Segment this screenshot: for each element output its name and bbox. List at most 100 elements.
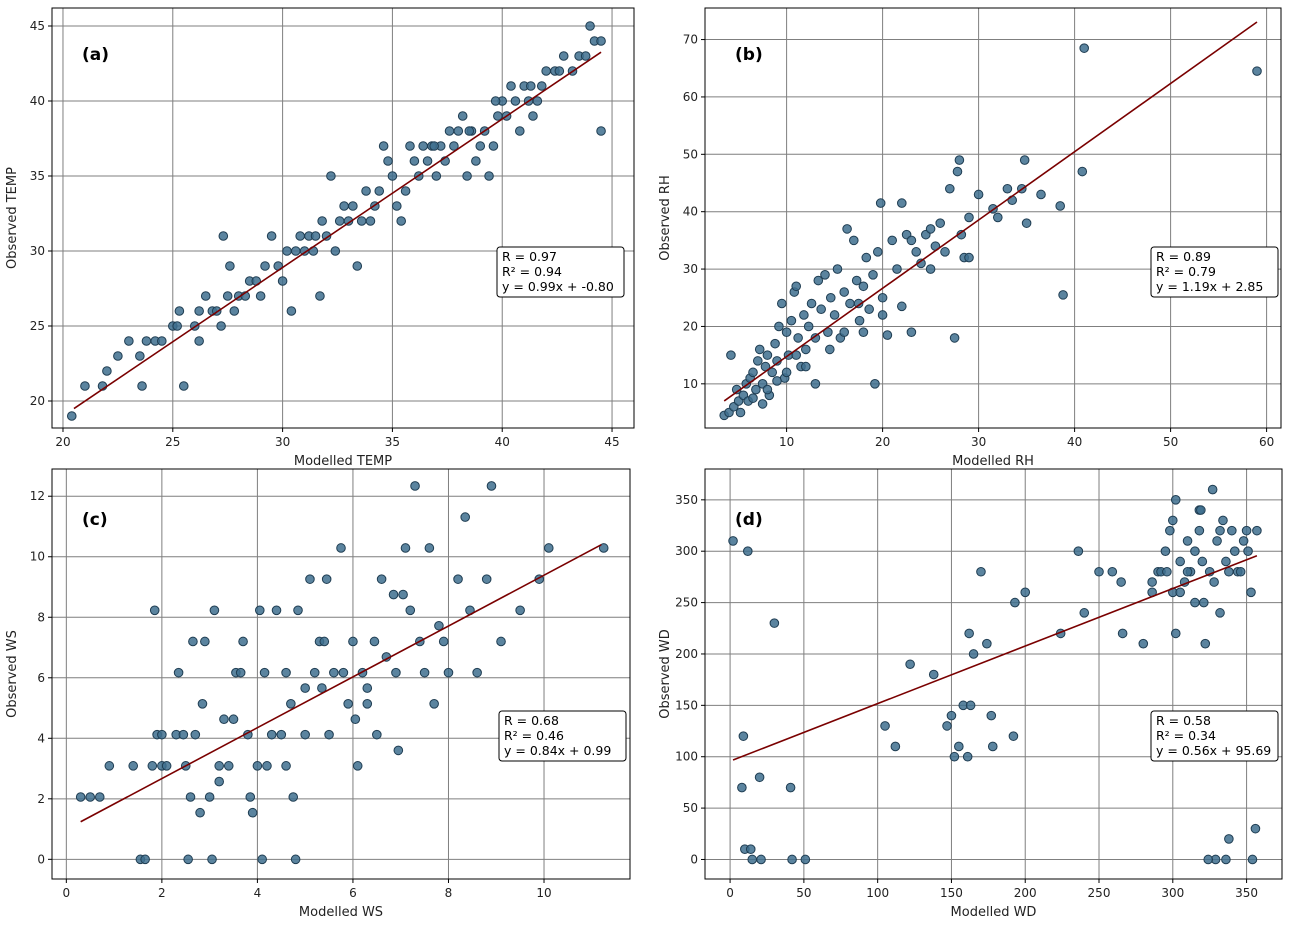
panel-b-point <box>906 235 917 246</box>
panel-b-point <box>801 361 811 372</box>
panel-c-xtick-label: 8 <box>445 886 453 900</box>
panel-b-point <box>870 379 880 389</box>
panel-b-point <box>1079 43 1089 53</box>
panel-b-point <box>803 321 814 332</box>
panel-b-point <box>858 327 869 337</box>
panel-d-point <box>1175 587 1185 598</box>
panel-c-point <box>438 636 449 647</box>
panel-d-point <box>1212 536 1222 546</box>
panel-a-point <box>218 231 229 241</box>
panel-d-point <box>986 710 997 721</box>
panel-a-point <box>541 66 551 76</box>
panel-c-point <box>472 667 482 678</box>
panel-d-point <box>1182 566 1193 577</box>
panel-c-ytick-label: 4 <box>37 731 45 745</box>
panel-d-ytick-label: 300 <box>675 544 698 558</box>
panel-c-point <box>238 636 248 647</box>
panel-d-point <box>756 854 766 865</box>
panel-b-point <box>925 264 936 274</box>
panel-b-point <box>825 292 836 303</box>
panel-c-stat-line: y = 0.84x + 0.99 <box>504 743 611 758</box>
panel-b-point <box>777 298 787 309</box>
panel-d-xtick-label: 150 <box>940 886 963 900</box>
panel-a-point <box>194 336 204 346</box>
panel-d-ytick-label: 100 <box>675 750 698 764</box>
panel-d-point <box>949 751 960 762</box>
panel-c-point <box>161 761 172 771</box>
panel-d-point <box>1196 505 1206 515</box>
panel-c-point <box>185 792 196 802</box>
panel-d-point <box>946 710 957 721</box>
panel-d-point <box>1190 546 1200 557</box>
panel-a-point <box>80 381 90 391</box>
panel-c-point <box>481 574 492 584</box>
panel-b-point <box>973 189 984 200</box>
panel-b-point <box>762 350 773 360</box>
panel-c-point <box>235 667 246 678</box>
panel-a-point <box>596 36 606 46</box>
panel-d-point <box>1117 628 1128 639</box>
panel-d: 0 50 100 150 200 250 300 350 0 50 100 150 200 250 300 3… <box>658 468 1283 920</box>
panel-a-point <box>321 231 332 241</box>
panel-d-point <box>1107 566 1118 577</box>
panel-c-point <box>496 636 506 647</box>
panel-b-axes-frame <box>704 7 1282 429</box>
panel-a-point <box>374 186 385 196</box>
panel-b-ytick-label: 50 <box>683 147 698 161</box>
panel-c-point <box>338 667 349 678</box>
panel-d-point <box>1207 484 1218 495</box>
panel-a-point <box>392 201 402 211</box>
panel-d-point <box>976 566 986 577</box>
panel-b-point <box>839 327 850 337</box>
panel-b-point <box>897 301 907 312</box>
panel-b: 10 20 30 40 50 60 10 20 30 40 50 60 70 Modelled RH Obs… <box>658 7 1282 469</box>
panel-c-point <box>434 620 444 631</box>
panel-a-axes-frame <box>51 7 635 429</box>
panel-b-point <box>954 155 965 165</box>
panel-d-ytick-label: 250 <box>675 596 698 610</box>
panel-b-point <box>781 327 792 337</box>
panel-d-point <box>1200 638 1211 649</box>
panel-d-point <box>1079 608 1090 618</box>
panel-d-point <box>754 772 765 783</box>
panel-b-point <box>945 183 955 194</box>
panel-b-point <box>810 333 821 343</box>
panel-d-point <box>1209 577 1219 587</box>
panel-a-point <box>510 96 521 106</box>
panel-d-point <box>1221 556 1231 567</box>
panel-c-point <box>183 854 193 865</box>
panel-a-point <box>113 351 123 361</box>
panel-c-point <box>321 574 332 584</box>
panel-c-point <box>140 854 150 865</box>
panel-c-point <box>350 714 361 725</box>
panel-b-point <box>877 310 888 320</box>
panel-b-xtick-label: 40 <box>1067 435 1082 449</box>
panel-c-point <box>204 792 215 802</box>
panel-d-point <box>1165 525 1175 536</box>
panel-b-point <box>906 327 917 337</box>
panel-b-point <box>993 212 1003 223</box>
panel-c-point <box>410 481 420 491</box>
panel-a-ytick-label: 25 <box>30 319 45 333</box>
panel-c-point <box>262 761 272 771</box>
panel-b-point <box>845 298 855 309</box>
panel-c-point <box>329 667 339 678</box>
panel-d-point <box>1020 587 1031 598</box>
panel-d-point <box>1215 525 1225 536</box>
panel-d-axes-frame <box>704 468 1283 880</box>
panel-b-xlabel: Modelled RH <box>952 454 1034 469</box>
panel-d-point <box>1170 495 1181 505</box>
panel-d-stat-line: y = 0.56x + 95.69 <box>1156 743 1271 758</box>
panel-c-ytick-label: 6 <box>37 671 45 685</box>
panel-c-point <box>515 605 525 616</box>
panel-a-point <box>387 171 398 181</box>
panel-b-point <box>1252 66 1262 76</box>
panel-b-point <box>911 247 922 257</box>
panel-d-tag: (d) <box>735 510 763 530</box>
panel-c-point <box>419 667 430 678</box>
panel-c-point <box>223 761 234 771</box>
panel-c-tag: (c) <box>82 510 108 530</box>
panel-b-point <box>940 247 950 257</box>
panel-b-point <box>864 304 874 315</box>
panel-c-ylabel: Observed WS <box>5 630 20 718</box>
